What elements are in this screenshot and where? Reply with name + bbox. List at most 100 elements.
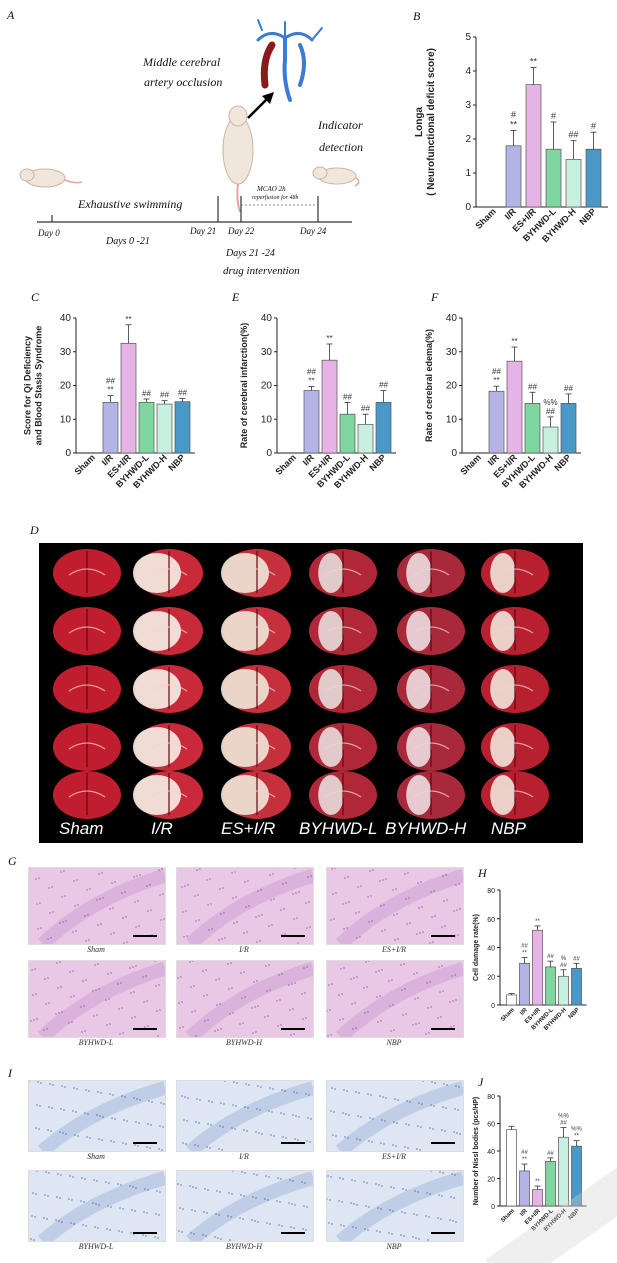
brain-label-nbp: NBP [491,819,526,838]
chart-b: 0 1 2 3 4 5 Longa( Neurofunctional deficit sco… [414,32,608,244]
chart-j: 0 20 40 60 80 Number of Nissl bodies (pcs/HP)… [473,1094,587,1233]
bar-i-r [488,390,505,454]
brain-slice [221,771,291,819]
significance-mark: ## [564,384,573,393]
he-stain-caption: BYHWD-L [78,1038,114,1047]
bar-nbp [560,403,577,454]
day0-label: Day 0 [38,228,60,238]
he-stain-texture [327,961,463,1037]
scale-bar [133,1028,157,1030]
panel-letter-j: J [478,1075,484,1089]
y-tick-label: 40 [261,313,273,324]
y-axis-label: Score for Qi Deficiency [24,336,33,435]
he-stain-caption: ES+I/R [381,945,407,954]
nissl-stain-caption: NBP [386,1242,402,1251]
nissl-stain-texture [177,1171,313,1241]
bar-sham [506,1129,517,1207]
brain-slice [481,607,549,655]
bar-byhwd-l [545,966,556,1006]
brain-slice [133,771,203,819]
scale-bar [431,1232,455,1234]
nissl-stain-caption: BYHWD-H [226,1242,262,1251]
brain-label-byhwd-l: BYHWD-L [299,819,378,838]
brain-slice [481,723,549,771]
y-tick-label: 20 [487,974,495,981]
y-tick-label: 20 [446,381,458,392]
brain-slice [397,665,465,713]
chart-e: 0 10 20 30 40 Rate of cerebral infarction(%) S… [239,313,396,490]
day24-label: Day 24 [300,226,327,236]
bar-byhwd-h [542,426,559,454]
scale-bar [133,1232,157,1234]
significance-mark: ## [573,956,580,962]
bar-nbp [174,401,191,454]
drug-intervention-label: drug intervention [223,265,300,277]
bar-byhwd-l [545,148,562,208]
bar-sham [506,994,517,1006]
nissl-stain-texture [330,1081,463,1151]
significance-mark: ** [493,376,499,385]
significance-mark: %% [558,1114,569,1120]
scale-bar [281,1232,305,1234]
significance-mark: ## [528,382,537,391]
exhaustive-swimming-label: Exhaustive swimming [78,197,183,211]
brain-slice [481,771,549,819]
nissl-stain-caption: ES+I/R [381,1152,407,1161]
y-axis-label: and Blood Stasis Syndrome [34,326,44,446]
category-label: NBP [166,452,187,473]
scale-bar [431,1142,455,1144]
significance-mark: ** [511,337,517,346]
nissl-stain-image [176,1170,314,1242]
mcao-label-line1: Middle cerebral [143,55,221,69]
significance-mark: % [561,956,567,962]
day22-label: Day 22 [228,226,255,236]
panel-letter-b: B [413,9,421,23]
y-tick-label: 0 [491,1003,495,1010]
brain-slice [309,549,377,597]
category-label: I/R [519,1007,529,1017]
y-tick-label: 3 [465,100,471,111]
significance-mark: ## [547,1151,554,1157]
brain-slice [133,723,203,771]
arrow-icon [247,92,274,119]
brain-slice [221,607,291,655]
significance-mark: ## [307,368,316,377]
he-stain-texture [181,868,313,944]
y-axis-label: ( Neurofunctional deficit score) [426,48,437,196]
significance-mark: # [591,121,596,131]
nissl-stain-caption: I/R [239,1152,249,1161]
he-stain-image [28,960,166,1038]
significance-mark: ** [107,386,113,395]
significance-mark: # [551,111,556,121]
brain-slice [309,607,377,655]
bar-byhwd-l [545,1160,556,1207]
bar-byhwd-h [357,423,374,454]
y-tick-label: 30 [446,347,458,358]
brain-slice [397,771,465,819]
significance-mark: ## [568,130,578,140]
significance-mark: ## [343,392,352,401]
panel-letter-i: I [8,1066,12,1080]
category-label: NBP [568,1007,581,1020]
category-label: NBP [577,206,598,227]
nissl-stain-image [326,1080,464,1152]
brain-slice [221,549,291,597]
brain-slice [53,607,121,655]
he-stain-caption: I/R [239,945,249,954]
mcao-note-line2: reperfusion for 48h [252,195,299,201]
y-tick-label: 20 [60,381,72,392]
bar-es-i-r [120,342,137,454]
indicator-label-line2: detection [319,140,363,154]
scale-bar [133,1142,157,1144]
category-label: I/R [519,1208,529,1218]
brain-slice [53,771,121,819]
mcao-label-line2: artery occlusion [144,75,223,89]
he-stain-caption: Sham [87,945,105,954]
significance-mark: ** [535,1179,540,1185]
y-tick-label: 4 [465,66,471,77]
rat-lying-icon-left [19,168,83,188]
brain-slice [133,549,203,597]
bar-i-r [519,962,530,1006]
he-stain-texture [29,868,165,944]
